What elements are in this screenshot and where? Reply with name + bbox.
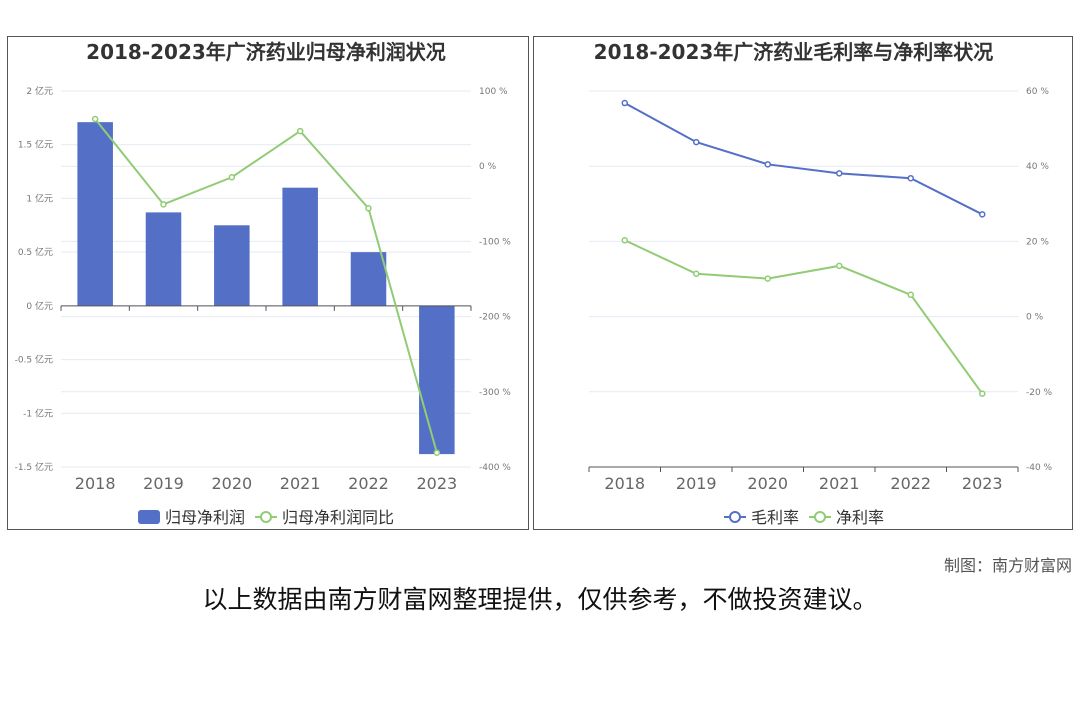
- left-axis-tick-label: 0 亿元: [26, 300, 53, 312]
- right-axis-tick-label: -300 %: [479, 388, 511, 398]
- legend-line-icon: [729, 511, 741, 523]
- x-axis-label: 2022: [890, 474, 931, 493]
- data-point: [836, 170, 843, 177]
- left-axis-tick-label: 0.5 亿元: [18, 246, 53, 258]
- x-axis-label: 2023: [962, 474, 1003, 493]
- bar-2022: [350, 252, 387, 306]
- data-point: [979, 390, 986, 397]
- x-axis-label: 2018: [75, 474, 116, 493]
- right-axis-tick-label: 60 %: [1026, 87, 1049, 97]
- x-axis-label: 2020: [747, 474, 788, 493]
- left-axis-tick-label: -1.5 亿元: [15, 461, 53, 473]
- series-line-净利率: [624, 239, 984, 395]
- right-axis-tick-label: 100 %: [479, 87, 508, 97]
- x-axis-label: 2023: [416, 474, 457, 493]
- series-line-归母净利润同比: [94, 118, 438, 453]
- legend-label: 净利率: [836, 508, 884, 527]
- data-point: [621, 237, 628, 244]
- right-axis-tick-label: -100 %: [479, 237, 511, 247]
- margin-chart: 2018-2023年广济药业毛利率与净利率状况 60 % 40 % 20 % 0 % -2…: [588, 40, 1053, 527]
- right-axis-tick-label: -40 %: [1026, 463, 1053, 473]
- right-axis-tick-label: -200 %: [479, 313, 511, 323]
- data-point: [160, 201, 167, 208]
- bar-2021: [282, 187, 318, 306]
- bar-2018: [77, 122, 113, 306]
- data-point: [907, 174, 914, 182]
- disclaimer: 以上数据由南方财富网整理提供，仅供参考，不做投资建议。: [202, 585, 878, 614]
- data-point: [693, 270, 700, 277]
- x-axis-label: 2022: [348, 474, 389, 493]
- data-point: [693, 138, 700, 146]
- legend-bar-icon: [138, 510, 160, 524]
- x-axis-label: 2019: [143, 474, 184, 493]
- data-point: [433, 449, 441, 456]
- net-profit-chart-panel: 2018-2023年广济药业归母净利润状况 100 % 0 % -100 % -200 …: [7, 36, 529, 530]
- legend-label: 毛利率: [751, 508, 799, 527]
- bar-2023: [419, 305, 455, 455]
- data-point: [764, 275, 771, 282]
- x-axis-label: 2019: [676, 474, 717, 493]
- data-point: [621, 99, 628, 107]
- legend-label: 归母净利润同比: [282, 508, 394, 527]
- data-point: [365, 205, 372, 212]
- left-axis-tick-label: -1 亿元: [23, 407, 53, 419]
- legend-label: 归母净利润: [165, 508, 245, 527]
- x-axis-label: 2021: [819, 474, 860, 493]
- series-line-毛利率: [624, 102, 983, 216]
- margin-chart-panel: 2018-2023年广济药业毛利率与净利率状况 60 % 40 % 20 % 0 % -2…: [533, 36, 1073, 530]
- data-point: [296, 127, 304, 135]
- data-point: [228, 174, 236, 181]
- bar-2020: [214, 225, 250, 306]
- legend-line-icon: [814, 511, 826, 523]
- right-axis-tick-label: -400 %: [479, 463, 511, 473]
- x-axis-label: 2021: [280, 474, 321, 493]
- left-axis-tick-label: 1.5 亿元: [18, 139, 53, 151]
- right-axis-tick-label: 0 %: [1026, 313, 1044, 323]
- data-point: [91, 115, 99, 123]
- left-axis-tick-label: 1 亿元: [26, 192, 53, 204]
- chart-title: 2018-2023年广济药业毛利率与净利率状况: [594, 40, 994, 64]
- right-axis-tick-label: 40 %: [1026, 162, 1049, 172]
- right-axis-tick-label: -20 %: [1026, 388, 1053, 398]
- bar-2019: [145, 212, 182, 306]
- right-axis-tick-label: 0 %: [479, 162, 497, 172]
- net-profit-chart: 2018-2023年广济药业归母净利润状况 100 % 0 % -100 % -200 …: [15, 40, 512, 527]
- data-point: [979, 211, 986, 218]
- data-point: [764, 161, 771, 168]
- data-point: [836, 262, 843, 270]
- legend-line-icon: [260, 511, 272, 523]
- left-axis-tick-label: -0.5 亿元: [15, 354, 53, 366]
- left-axis-tick-label: 2 亿元: [26, 85, 53, 97]
- right-axis-tick-label: 20 %: [1026, 237, 1049, 247]
- x-axis-label: 2018: [604, 474, 645, 493]
- chart-title: 2018-2023年广济药业归母净利润状况: [86, 40, 446, 64]
- data-point: [907, 291, 914, 299]
- chart-credit: 制图：南方财富网: [943, 556, 1072, 575]
- x-axis-label: 2020: [211, 474, 252, 493]
